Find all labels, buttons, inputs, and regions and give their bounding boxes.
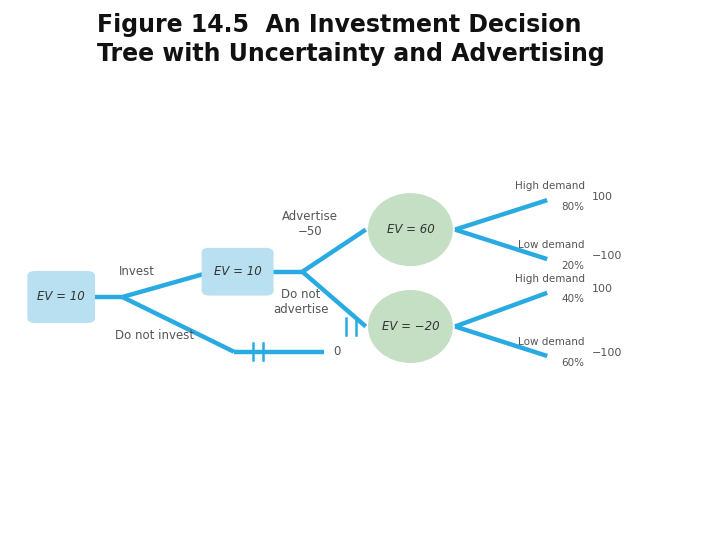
Text: 100: 100 xyxy=(592,285,613,294)
Text: Figure 14.5  An Investment Decision
Tree with Uncertainty and Advertising: Figure 14.5 An Investment Decision Tree … xyxy=(97,13,605,66)
Text: 14-34    © 2014 Pearson Education, Inc. All rights reserved.: 14-34 © 2014 Pearson Education, Inc. All… xyxy=(8,519,318,529)
Text: EV = 10: EV = 10 xyxy=(214,265,261,278)
Text: −100: −100 xyxy=(592,251,622,261)
Text: 0: 0 xyxy=(333,345,341,358)
Text: 60%: 60% xyxy=(562,357,585,368)
FancyBboxPatch shape xyxy=(28,272,94,322)
FancyBboxPatch shape xyxy=(202,248,273,295)
Text: EV = −20: EV = −20 xyxy=(382,320,439,333)
Text: 20%: 20% xyxy=(562,261,585,271)
Text: Invest: Invest xyxy=(119,265,155,278)
Text: Low demand: Low demand xyxy=(518,337,585,347)
Text: 80%: 80% xyxy=(562,202,585,212)
Ellipse shape xyxy=(369,291,452,362)
Ellipse shape xyxy=(369,194,452,266)
Text: Do not
advertise: Do not advertise xyxy=(273,288,329,316)
Text: Macintosh PICT
image format
is not supported: Macintosh PICT image format is not suppo… xyxy=(580,509,654,539)
Text: Low demand: Low demand xyxy=(518,240,585,250)
Text: Do not invest: Do not invest xyxy=(115,329,194,342)
Text: 40%: 40% xyxy=(562,294,585,305)
Text: 100: 100 xyxy=(592,192,613,202)
Text: −100: −100 xyxy=(592,348,622,357)
Text: EV = 60: EV = 60 xyxy=(387,223,434,236)
Text: High demand: High demand xyxy=(515,274,585,284)
Text: Advertise
−50: Advertise −50 xyxy=(282,210,338,238)
Text: EV = 10: EV = 10 xyxy=(37,291,85,303)
Text: High demand: High demand xyxy=(515,181,585,191)
